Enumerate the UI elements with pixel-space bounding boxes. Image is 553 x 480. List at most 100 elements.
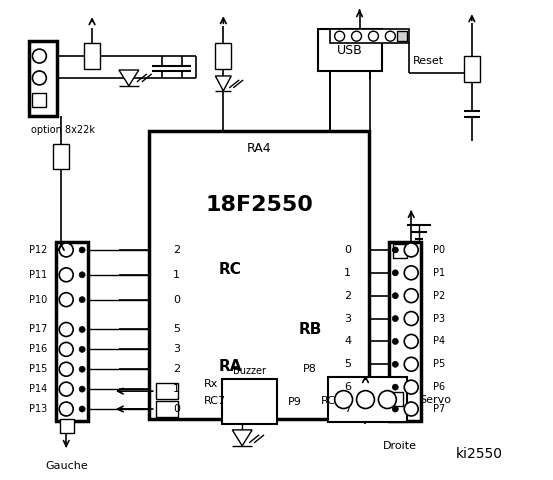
Circle shape xyxy=(404,312,418,325)
Circle shape xyxy=(392,315,398,322)
Circle shape xyxy=(392,293,398,299)
Text: 5: 5 xyxy=(173,324,180,335)
Text: option 8x22k: option 8x22k xyxy=(31,125,95,135)
Circle shape xyxy=(59,293,73,307)
Circle shape xyxy=(59,342,73,356)
Bar xyxy=(222,379,277,424)
Bar xyxy=(393,244,407,258)
Bar xyxy=(328,377,407,422)
Text: 7: 7 xyxy=(344,404,351,414)
Text: Buzzer: Buzzer xyxy=(233,366,266,376)
Text: RC: RC xyxy=(218,263,241,277)
Text: 0: 0 xyxy=(344,245,351,255)
Text: P11: P11 xyxy=(29,270,48,280)
Text: P13: P13 xyxy=(29,404,48,414)
Text: P8: P8 xyxy=(303,364,317,374)
Bar xyxy=(29,41,58,116)
Circle shape xyxy=(59,362,73,376)
Circle shape xyxy=(59,323,73,336)
Circle shape xyxy=(392,338,398,344)
Circle shape xyxy=(79,272,85,278)
Text: P5: P5 xyxy=(433,359,445,369)
Text: 4: 4 xyxy=(344,336,351,347)
Text: 3: 3 xyxy=(344,313,351,324)
Text: RC6: RC6 xyxy=(321,396,343,406)
Text: RA4: RA4 xyxy=(247,142,272,155)
Circle shape xyxy=(404,402,418,416)
Bar xyxy=(318,29,382,71)
Bar xyxy=(389,242,421,421)
Bar xyxy=(156,383,178,399)
Circle shape xyxy=(404,266,418,280)
Text: 1: 1 xyxy=(173,384,180,394)
Circle shape xyxy=(385,31,395,41)
Text: 6: 6 xyxy=(344,382,351,392)
Circle shape xyxy=(79,406,85,412)
Text: 1: 1 xyxy=(344,268,351,278)
Circle shape xyxy=(79,347,85,352)
Text: 3: 3 xyxy=(173,344,180,354)
Circle shape xyxy=(357,391,374,408)
Text: P3: P3 xyxy=(433,313,445,324)
Text: P16: P16 xyxy=(29,344,48,354)
Bar xyxy=(215,43,231,69)
Bar xyxy=(56,242,88,421)
Bar xyxy=(156,401,178,417)
Circle shape xyxy=(79,366,85,372)
Text: 1: 1 xyxy=(173,270,180,280)
Text: Gauche: Gauche xyxy=(46,461,88,471)
Text: P2: P2 xyxy=(433,291,445,300)
Circle shape xyxy=(33,49,46,63)
Circle shape xyxy=(404,335,418,348)
Circle shape xyxy=(352,31,362,41)
Circle shape xyxy=(335,31,345,41)
Circle shape xyxy=(59,402,73,416)
Circle shape xyxy=(59,382,73,396)
Text: 0: 0 xyxy=(173,404,180,414)
Circle shape xyxy=(392,247,398,253)
Text: P17: P17 xyxy=(29,324,48,335)
Text: Servo: Servo xyxy=(419,395,451,405)
Circle shape xyxy=(404,380,418,394)
Text: P15: P15 xyxy=(29,364,48,374)
Text: 2: 2 xyxy=(344,291,351,300)
Circle shape xyxy=(33,71,46,85)
Text: P7: P7 xyxy=(433,404,445,414)
Bar xyxy=(149,131,369,419)
Circle shape xyxy=(59,268,73,282)
Circle shape xyxy=(392,270,398,276)
Text: 5: 5 xyxy=(344,359,351,369)
Text: USB: USB xyxy=(337,44,363,57)
Polygon shape xyxy=(232,430,252,446)
Bar xyxy=(53,144,69,169)
Bar xyxy=(397,31,407,41)
Text: P1: P1 xyxy=(433,268,445,278)
Bar xyxy=(33,93,46,107)
Text: P9: P9 xyxy=(288,396,302,407)
Circle shape xyxy=(335,391,353,408)
Text: Droite: Droite xyxy=(383,441,418,451)
Circle shape xyxy=(392,361,398,367)
Text: P10: P10 xyxy=(29,295,48,305)
Bar xyxy=(389,392,403,406)
Bar xyxy=(464,56,480,82)
Bar xyxy=(330,29,409,43)
Polygon shape xyxy=(119,70,139,86)
Text: Rx: Rx xyxy=(204,379,218,389)
Text: P12: P12 xyxy=(29,245,48,255)
Circle shape xyxy=(59,243,73,257)
Bar xyxy=(84,43,100,69)
Circle shape xyxy=(404,357,418,371)
Circle shape xyxy=(392,384,398,390)
Text: RC7: RC7 xyxy=(204,396,226,406)
Bar xyxy=(60,419,74,433)
Text: 2: 2 xyxy=(173,245,180,255)
Text: P6: P6 xyxy=(433,382,445,392)
Circle shape xyxy=(404,288,418,302)
Text: 2: 2 xyxy=(173,364,180,374)
Text: Reset: Reset xyxy=(413,56,444,66)
Circle shape xyxy=(79,386,85,392)
Circle shape xyxy=(392,406,398,412)
Circle shape xyxy=(79,297,85,302)
Circle shape xyxy=(79,247,85,253)
